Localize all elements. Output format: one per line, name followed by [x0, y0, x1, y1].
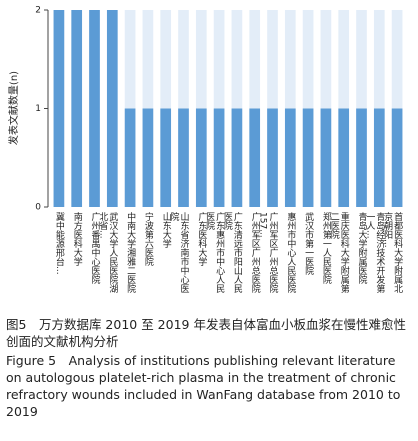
chart: 发表文献数量(n) 0 1 2 [7, 6, 403, 213]
x-tick-label: 广东清远市阳山人民医院 [221, 212, 242, 293]
bar [249, 108, 261, 207]
bar [106, 10, 118, 207]
bar [373, 108, 385, 207]
x-tick-label: 惠州市中心人民医院 [285, 212, 296, 293]
bar [178, 108, 189, 207]
bar [302, 108, 314, 207]
x-tick-label: 重庆医科大学附属第二医院 [328, 212, 349, 293]
bar [89, 10, 100, 207]
x-tick-label: 中南大学湘雅二医院 [125, 212, 136, 293]
bar [338, 108, 350, 207]
x-tick-label: 广州番禺中心医院 [89, 212, 100, 284]
bar [231, 108, 243, 207]
x-tick-label: 广东惠州市中心人民医院 [204, 212, 225, 293]
x-tick-label: 武汉大学人民医院湖北省... [97, 212, 118, 293]
bar [71, 10, 83, 207]
y-tick-label: 1 [35, 104, 41, 114]
bar [53, 10, 65, 207]
bar [267, 108, 278, 207]
bar [356, 108, 367, 207]
y-tick-label: 2 [35, 6, 41, 16]
x-tick-label: 郑州第一人民医院 [320, 212, 331, 284]
bar [213, 108, 225, 207]
y-tick-label: 0 [35, 203, 41, 213]
bar [124, 108, 136, 207]
x-tick-label: 南方医科大学 [71, 212, 82, 266]
bar [160, 108, 172, 207]
caption-en: Figure 5 Analysis of institutions publis… [6, 353, 401, 419]
bar [320, 108, 332, 207]
x-tick-label: 宁波第六医院 [142, 212, 153, 266]
bar [142, 108, 154, 207]
x-tick-label: 青岛经济技术开发第一人... [364, 212, 385, 293]
x-tick-label: 广州军区广州总医院157... [257, 212, 278, 293]
x-tick-label: 冀中能源邢台... [53, 212, 64, 275]
x-tick-label: 广州军区广州总医院 [249, 212, 260, 293]
x-tick-label: 武汉市第一医院 [303, 212, 314, 275]
y-axis-label: 发表文献数量(n) [7, 71, 20, 145]
caption-zh: 图5 万方数据库 2010 至 2019 年发表自体富血小板血浆在慢性难愈性创面… [6, 317, 406, 349]
x-tick-label: 首都医科大学附属北京朝阳... [382, 212, 403, 293]
bar [284, 108, 296, 207]
x-tick-label: 山东省济南市中心医院 [168, 212, 189, 293]
x-tick-label: 山东大学 [160, 212, 171, 248]
x-tick-label: 青岛大学附属医院 [356, 212, 367, 284]
bar [391, 108, 403, 207]
x-tick-label: 广东医科大学 [196, 212, 207, 266]
bar [195, 108, 207, 207]
